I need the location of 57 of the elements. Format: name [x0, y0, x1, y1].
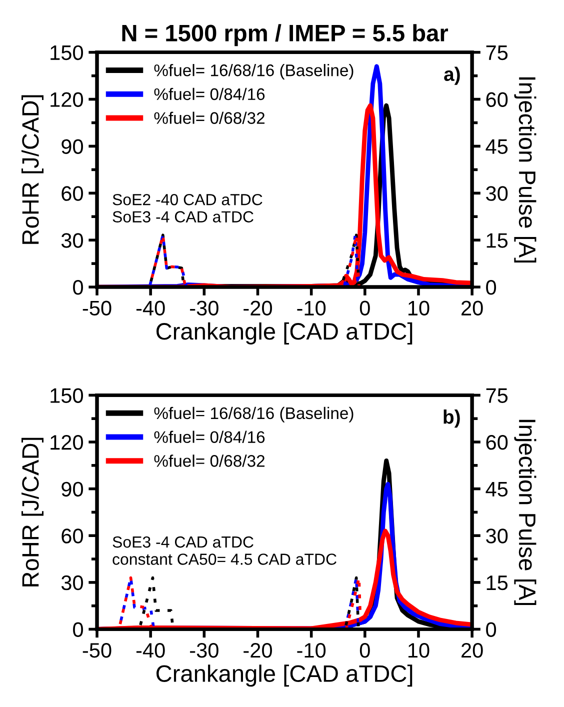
y2-tick-label: 15: [486, 576, 508, 590]
chart-title: N = 1500 rpm / IMEP = 5.5 bar: [122, 24, 448, 46]
y-tick-label: 0: [73, 622, 83, 637]
y2-tick-label: 0: [486, 280, 496, 295]
y2-tick-label: 60: [486, 92, 508, 108]
x-tick-label: -50: [82, 642, 112, 658]
annotation: a): [444, 66, 460, 85]
x-tick-label: -40: [136, 300, 165, 316]
y2-tick-label: 0: [486, 622, 496, 637]
y2-tick-label: 30: [486, 186, 508, 201]
y-tick-label: 90: [62, 482, 83, 497]
annotation: SoE3 -4 CAD aTDC constant CA50= 4.5 CAD aTDC: [112, 536, 336, 565]
x-tick-label: 0: [360, 642, 370, 658]
y2-tick-label: 15: [486, 233, 508, 248]
legend-label: %fuel= 0/68/32: [154, 454, 264, 467]
y2-tick-label: 45: [486, 482, 508, 497]
y2-tick-label: 45: [486, 139, 508, 154]
x-tick-label: 20: [462, 300, 483, 316]
legend-label: %fuel= 0/84/16: [154, 430, 265, 443]
y-tick-label: 60: [62, 186, 83, 201]
y2-tick-label: 30: [486, 528, 508, 544]
y-tick-label: 30: [61, 233, 83, 248]
x-tick-label: -20: [244, 300, 272, 316]
x-tick-label: -20: [244, 642, 272, 658]
x-tick-label: -30: [190, 642, 218, 658]
y-tick-label: 0: [73, 280, 83, 295]
x-tick-label: -40: [136, 642, 165, 658]
x-tick-label: -10: [297, 300, 326, 316]
x-tick-label: 10: [408, 300, 430, 316]
y-axis-title: RoHR [J/CAD]: [21, 438, 44, 586]
x-axis-title: Crankangle [CAD aTDC]: [156, 322, 412, 344]
x-tick-label: -10: [297, 642, 326, 658]
legend-label: %fuel= 0/68/32: [154, 112, 264, 124]
legend-label: %fuel= 0/84/16: [154, 88, 265, 100]
y-tick-label: 150: [50, 45, 83, 60]
y2-tick-label: 60: [486, 435, 508, 450]
annotation: SoE2 -40 CAD aTDC SoE3 -4 CAD aTDC: [112, 194, 262, 222]
y-axis-title: RoHR [J/CAD]: [21, 95, 44, 244]
y2-tick-label: 75: [486, 388, 508, 403]
y2-axis-title: Injection Pulse [A]: [514, 420, 536, 606]
x-tick-label: 0: [360, 300, 370, 316]
y2-tick-label: 75: [486, 46, 508, 60]
legend-label: %fuel= 16/68/16 (Baseline): [154, 64, 354, 80]
x-tick-label: -50: [82, 300, 112, 316]
y-tick-label: 120: [50, 435, 83, 450]
y-tick-label: 60: [62, 528, 83, 544]
y-tick-label: 90: [62, 139, 83, 154]
y-tick-label: 150: [50, 388, 83, 403]
x-axis-title: Crankangle [CAD aTDC]: [156, 664, 412, 687]
legend-label: %fuel= 16/68/16 (Baseline): [154, 406, 354, 422]
x-tick-label: 20: [462, 642, 483, 658]
x-tick-label: -30: [190, 300, 218, 316]
x-tick-label: 10: [408, 642, 430, 658]
y-tick-label: 120: [50, 92, 83, 108]
annotation: b): [444, 410, 460, 428]
y-tick-label: 30: [61, 575, 83, 590]
y2-axis-title: Injection Pulse [A]: [514, 77, 536, 262]
